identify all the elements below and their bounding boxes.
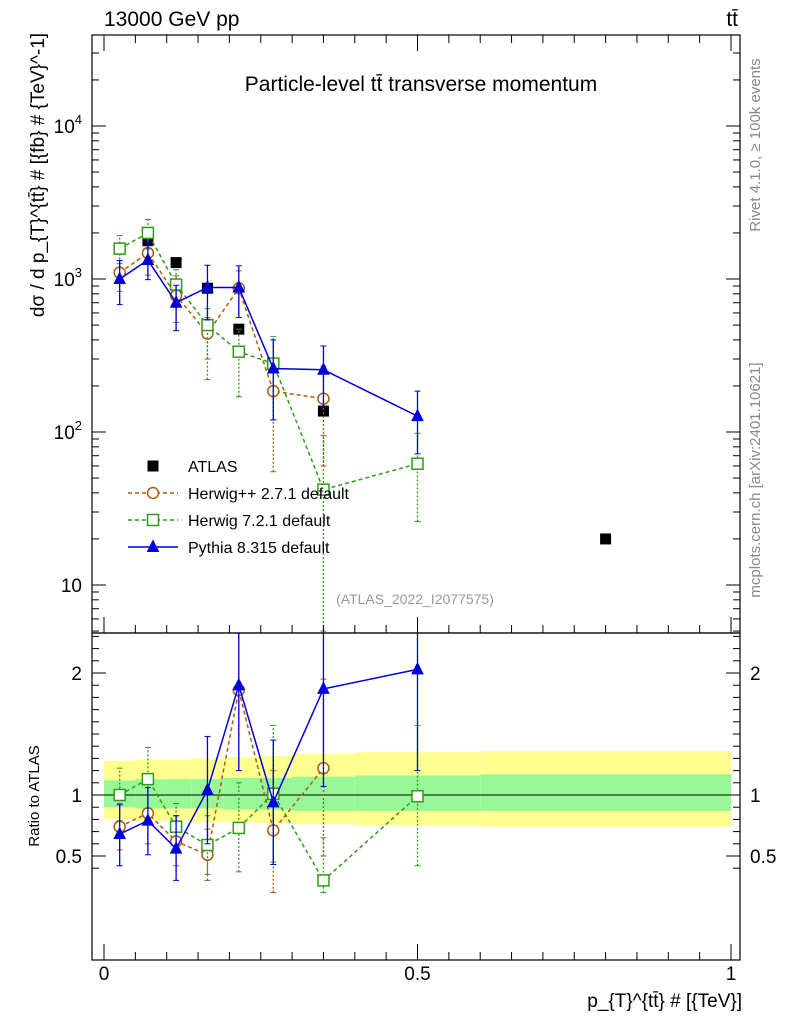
ratio-point-pythia-8-315-default: [113, 826, 126, 840]
legend-marker-pythia-8-315-default: [146, 539, 160, 552]
main-ytick-label-exp: 2: [75, 418, 82, 433]
ratio-point-pythia-8-315-default: [201, 782, 214, 796]
main-point-atlas: [317, 405, 329, 417]
ratio-ylabel: Ratio to ATLAS: [26, 745, 43, 846]
main-point-pythia-8-315-default: [201, 279, 214, 293]
legend-marker-atlas: [147, 460, 159, 472]
ratio-point-herwig-7-2-1-default: [411, 789, 424, 803]
legend-label-herwig-2-7-1-default: Herwig++ 2.7.1 default: [188, 486, 350, 503]
ratio-frame: [91, 632, 741, 961]
ratio-point-pythia-8-315-default: [317, 681, 330, 694]
main-point-herwig-7-2-1-default: [113, 242, 126, 255]
plot-title: Particle-level tt̄ transverse momentum: [245, 73, 597, 96]
main-point-herwig-7-2-1-default: [141, 226, 155, 240]
main-ylabel: dσ / d p_{T}^{tt̄} # [{fb} # {TeV}^-1]: [28, 33, 49, 317]
ratio-point-pythia-8-315-default: [141, 813, 155, 826]
ratio-point-pythia-8-315-default: [232, 677, 246, 691]
legend-marker-herwig-7-2-1-default: [146, 513, 160, 527]
main-ytick-label: 104: [54, 112, 82, 138]
main-point-atlas: [170, 257, 182, 269]
header-right: tt̄: [726, 8, 738, 31]
legend-label-pythia-8-315-default: Pythia 8.315 default: [188, 540, 330, 557]
legend-label-herwig-7-2-1-default: Herwig 7.2.1 default: [188, 513, 331, 530]
ratio-band-inner: [480, 774, 731, 811]
ratio-point-herwig-7-2-1-default: [141, 772, 155, 786]
main-line-pythia-8-315-default: [119, 259, 418, 417]
legend-label-atlas: ATLAS: [188, 459, 238, 476]
main-ytick-label: 10: [61, 576, 82, 597]
main-point-pythia-8-315-default: [266, 360, 280, 374]
analysis-label: (ATLAS_2022_I2077575): [336, 591, 494, 607]
xtick-label: 0.5: [404, 964, 430, 985]
ratio-point-pythia-8-315-default: [266, 794, 280, 808]
main-point-pythia-8-315-default: [317, 362, 330, 375]
main-point-herwig-7-2-1-default: [317, 483, 330, 496]
main-point-pythia-8-315-default: [232, 279, 246, 293]
main-ytick-label: 103: [54, 265, 82, 291]
ratio-point-herwig-7-2-1-default: [232, 821, 246, 835]
main-point-herwig-7-2-1-default: [411, 457, 424, 471]
ratio-ytick-label-right: 0.5: [750, 847, 776, 868]
main-line-herwig-7-2-1-default: [119, 231, 418, 491]
main-point-pythia-8-315-default: [141, 252, 155, 266]
main-point-pythia-8-315-default: [169, 295, 183, 308]
xtick-label: 0: [99, 964, 110, 985]
header-left: 13000 GeV pp: [104, 8, 239, 31]
main-series-group: [113, 218, 612, 632]
ratio-ytick-label-right: 2: [750, 664, 761, 685]
ratio-ytick-label-right: 1: [750, 786, 761, 807]
main-ytick-label-exp: 3: [75, 265, 82, 280]
side-label-mcplots: mcplots.cern.ch [arXiv:2401.10621]: [747, 362, 764, 597]
ratio-ytick-label: 0.5: [56, 847, 82, 868]
ratio-point-herwig-7-2-1-default: [317, 874, 330, 887]
ratio-point-herwig-7-2-1-default: [113, 788, 126, 802]
ratio-line-herwig-7-2-1-default: [119, 778, 419, 882]
main-point-atlas: [600, 533, 612, 545]
side-label-rivet: Rivet 4.1.0, ≥ 100k events: [747, 58, 764, 231]
xtick-label: 1: [726, 964, 737, 985]
ratio-series-group: [113, 633, 424, 894]
ratio-point-pythia-8-315-default: [411, 661, 424, 675]
ratio-point-pythia-8-315-default: [169, 841, 183, 854]
main-point-herwig-7-2-1-default: [232, 345, 246, 358]
ratio-ytick-label: 1: [71, 786, 82, 807]
main-ytick-label-exp: 4: [75, 112, 82, 127]
main-point-pythia-8-315-default: [113, 271, 126, 284]
main-point-pythia-8-315-default: [411, 408, 424, 422]
legend-marker-herwig-2-7-1-default: [146, 486, 160, 500]
main-point-herwig-7-2-1-default: [201, 318, 214, 332]
x-axis-label: p_{T}^{tt̄} # [{TeV}]: [587, 991, 742, 1012]
main-ytick-label: 102: [54, 418, 82, 444]
ratio-ytick-label: 2: [71, 664, 82, 685]
